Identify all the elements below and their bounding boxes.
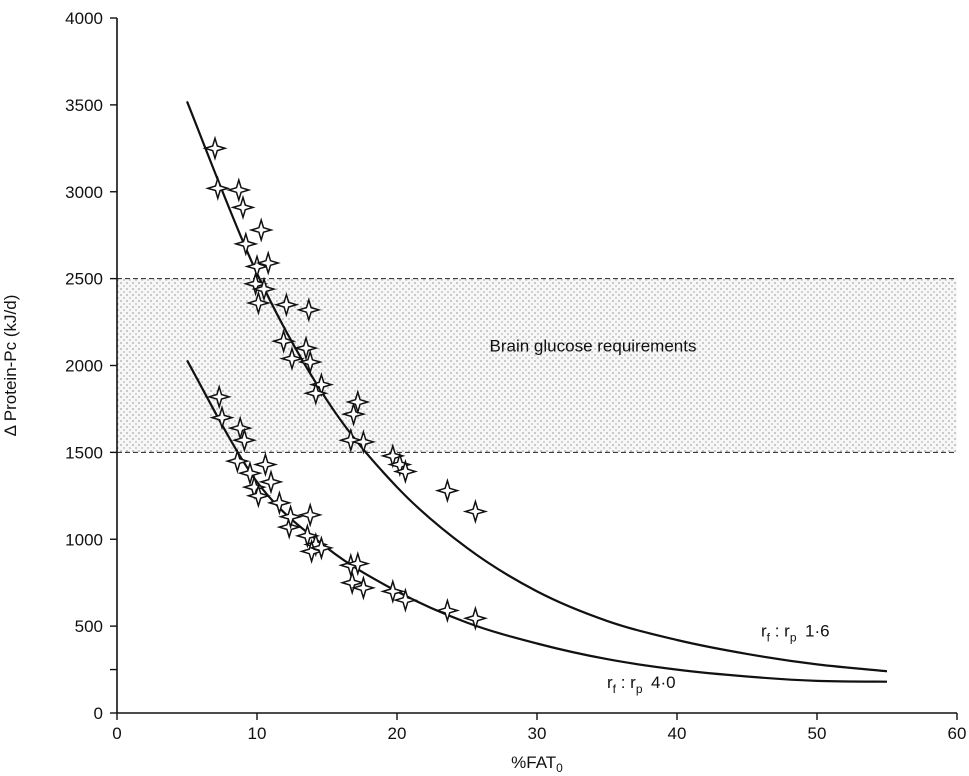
x-tick-label: 0 xyxy=(112,724,121,743)
data-point-series-1 xyxy=(293,335,319,361)
data-point-series-2 xyxy=(297,502,323,528)
series-label-2: rf : rp 4·0 xyxy=(607,673,676,696)
data-point-series-1 xyxy=(202,135,228,161)
data-point-series-1 xyxy=(462,498,489,525)
data-point-series-2 xyxy=(258,469,284,495)
data-point-series-2 xyxy=(350,575,377,601)
series-label-sub: p xyxy=(790,631,797,645)
data-point-series-2 xyxy=(276,514,302,540)
data-point-series-1 xyxy=(340,401,367,427)
data-point-series-2 xyxy=(277,504,304,530)
data-point-series-1 xyxy=(338,427,364,453)
data-point-series-2 xyxy=(380,578,406,605)
y-axis-label: Δ Protein-Pc (kJ/d) xyxy=(1,295,20,437)
data-point-series-1 xyxy=(245,290,272,316)
data-point-series-1 xyxy=(350,429,377,455)
data-point-series-2 xyxy=(462,605,489,631)
series-label-value: 1·6 xyxy=(797,622,830,641)
series-label-mid: : r xyxy=(616,673,636,692)
series-label-sub: f xyxy=(613,682,617,696)
data-point-series-2 xyxy=(392,587,419,613)
band-label: Brain glucose requirements xyxy=(490,337,697,356)
data-point-series-1 xyxy=(279,345,305,372)
data-point-series-2 xyxy=(266,490,293,516)
data-point-series-1 xyxy=(297,349,323,375)
x-axis-label: %FAT0 xyxy=(511,753,563,775)
data-point-series-1 xyxy=(270,328,297,354)
data-point-series-1 xyxy=(345,389,371,415)
y-ticks-layer: 0 500 1000 1500 2000 2500 3000 3500 4000 xyxy=(65,9,117,723)
y-tick-label: 4000 xyxy=(65,9,103,28)
x-tick-label: 30 xyxy=(528,724,547,743)
data-point-series-1 xyxy=(230,194,256,221)
data-point-series-2 xyxy=(237,460,263,486)
data-point-series-1 xyxy=(255,250,281,276)
y-tick-label: 2500 xyxy=(65,270,103,289)
data-point-series-1 xyxy=(205,175,231,201)
data-point-series-1 xyxy=(226,177,252,203)
data-point-series-1 xyxy=(392,458,419,485)
data-point-series-1 xyxy=(233,231,259,257)
data-point-series-1 xyxy=(296,297,322,323)
data-point-series-2 xyxy=(224,448,251,474)
data-point-series-2 xyxy=(345,550,371,577)
data-point-series-2 xyxy=(308,535,335,561)
series-label-sub: p xyxy=(636,682,643,696)
series-label-main: r xyxy=(761,622,767,641)
data-point-series-1 xyxy=(273,292,300,318)
x-tick-label: 40 xyxy=(668,724,687,743)
data-point-series-2 xyxy=(339,570,365,596)
series-label-value: 4·0 xyxy=(643,673,676,692)
series-label-mid: : r xyxy=(770,622,790,641)
y-tick-label: 1000 xyxy=(65,530,103,549)
x-ticks-layer: 0 10 20 30 40 50 60 xyxy=(112,713,966,743)
series-label-main: r xyxy=(607,673,613,692)
data-point-series-2 xyxy=(209,404,235,431)
data-point-series-1 xyxy=(248,217,274,243)
series-labels-layer: rf : rp 1·6rf : rp 4·0 xyxy=(607,622,830,696)
x-tick-label: 60 xyxy=(948,724,967,743)
y-tick-label: 3000 xyxy=(65,183,103,202)
series-label-sub: f xyxy=(767,631,771,645)
x-axis-label-sub: 0 xyxy=(556,761,563,775)
data-point-series-1 xyxy=(303,380,329,406)
data-point-series-2 xyxy=(245,483,272,509)
data-point-series-2 xyxy=(294,523,321,549)
data-point-series-2 xyxy=(252,451,279,478)
fit-curve-1 xyxy=(185,100,888,673)
data-point-series-2 xyxy=(434,597,461,624)
x-tick-label: 50 xyxy=(808,724,827,743)
data-point-series-1 xyxy=(434,477,461,504)
x-axis-label-main: %FAT xyxy=(511,753,556,772)
data-point-series-2 xyxy=(231,427,258,453)
y-tick-label: 3500 xyxy=(65,96,103,115)
x-tick-label: 20 xyxy=(388,724,407,743)
y-tick-label: 2000 xyxy=(65,357,103,376)
data-point-series-1 xyxy=(242,271,269,297)
series-label-1: rf : rp 1·6 xyxy=(761,622,830,645)
y-tick-label: 500 xyxy=(75,617,103,636)
x-tick-label: 10 xyxy=(248,724,267,743)
y-tick-label: 0 xyxy=(94,704,103,723)
points-layer xyxy=(202,135,489,631)
data-point-series-1 xyxy=(251,276,277,302)
data-point-series-2 xyxy=(206,384,232,410)
y-tick-label: 1500 xyxy=(65,443,103,462)
